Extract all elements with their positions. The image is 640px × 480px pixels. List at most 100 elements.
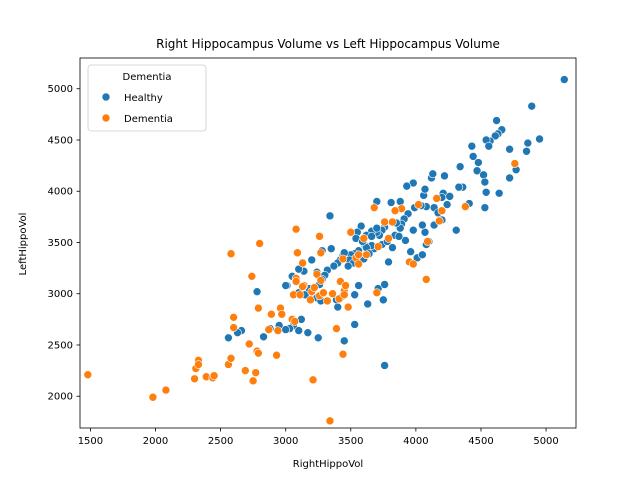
data-point-healthy <box>492 116 501 125</box>
data-point-healthy <box>505 144 514 154</box>
data-point-dementia <box>373 242 383 251</box>
data-point-dementia <box>267 309 276 319</box>
data-point-dementia <box>359 234 369 243</box>
data-point-dementia <box>408 259 418 269</box>
data-point-healthy <box>535 134 544 144</box>
data-point-dementia <box>148 392 158 402</box>
data-point-healthy <box>505 173 514 183</box>
data-point-healthy <box>313 333 323 343</box>
data-point-dementia <box>346 227 356 237</box>
data-point-dementia <box>315 232 324 241</box>
data-point-dementia <box>354 259 363 269</box>
data-point-dementia <box>290 317 300 326</box>
series-dementia <box>83 159 520 426</box>
data-point-dementia <box>461 202 470 211</box>
x-tick-label: 1500 <box>78 436 103 447</box>
data-point-dementia <box>241 366 250 375</box>
data-point-dementia <box>226 353 236 363</box>
data-point-dementia <box>312 269 322 279</box>
data-point-dementia <box>510 159 520 168</box>
data-point-healthy <box>527 101 537 111</box>
legend-title: Dementia <box>123 72 172 83</box>
x-tick-label: 3500 <box>338 436 363 447</box>
x-tick-label: 4500 <box>468 436 493 447</box>
data-point-dementia <box>226 249 236 259</box>
data-point-healthy <box>406 247 415 257</box>
data-point-healthy <box>442 200 452 209</box>
x-tick-label: 3000 <box>273 436 298 447</box>
data-point-healthy <box>479 170 488 180</box>
x-tick-label: 5000 <box>533 436 558 447</box>
data-point-healthy <box>418 250 427 260</box>
data-point-dementia <box>277 309 287 319</box>
data-point-healthy <box>472 166 482 176</box>
data-point-dementia <box>332 324 341 333</box>
data-point-healthy <box>224 333 233 343</box>
data-point-dementia <box>310 283 319 292</box>
data-point-healthy <box>294 264 304 274</box>
data-point-healthy <box>252 287 262 296</box>
data-point-dementia <box>341 281 350 290</box>
data-point-healthy <box>401 236 410 245</box>
data-point-dementia <box>437 206 447 216</box>
y-tick-label: 2000 <box>48 392 73 403</box>
data-point-healthy <box>343 261 353 271</box>
data-point-healthy <box>559 75 569 84</box>
y-tick-label: 2500 <box>48 340 73 351</box>
data-point-dementia <box>343 302 353 312</box>
data-point-healthy <box>467 141 477 151</box>
data-point-healthy <box>281 281 290 290</box>
y-axis-label: LeftHippoVol <box>18 213 29 276</box>
data-point-healthy <box>451 225 461 235</box>
x-tick-label: 2500 <box>208 436 233 447</box>
data-point-healthy <box>350 290 359 300</box>
data-point-dementia <box>306 295 315 305</box>
data-point-healthy <box>428 169 438 179</box>
data-point-dementia <box>380 217 389 227</box>
data-point-healthy <box>484 141 494 151</box>
data-point-healthy <box>326 244 336 253</box>
data-point-healthy <box>395 197 405 206</box>
x-axis-label: RightHippoVol <box>293 459 363 470</box>
legend-marker-healthy <box>101 92 111 102</box>
data-point-dementia <box>421 275 431 284</box>
data-point-dementia <box>161 385 171 395</box>
data-point-healthy <box>408 225 418 235</box>
data-point-dementia <box>273 326 283 335</box>
y-tick-label: 5000 <box>48 84 73 95</box>
data-point-dementia <box>423 237 432 246</box>
data-point-healthy <box>454 182 464 192</box>
data-point-healthy <box>522 146 531 156</box>
data-point-healthy <box>386 198 396 207</box>
data-point-healthy <box>339 336 349 346</box>
legend-label-dementia: Dementia <box>124 114 173 125</box>
data-point-dementia <box>338 349 348 359</box>
data-point-dementia <box>254 303 263 313</box>
axes-frame <box>79 57 577 429</box>
data-point-healthy <box>363 299 373 309</box>
data-point-healthy <box>307 255 317 265</box>
data-point-dementia <box>247 272 257 281</box>
data-point-healthy <box>384 257 393 267</box>
data-point-dementia <box>362 250 371 260</box>
chart-title: Right Hippocampus Volume vs Left Hippoca… <box>156 37 500 51</box>
data-point-healthy <box>440 171 449 181</box>
data-point-dementia <box>295 290 305 300</box>
data-point-dementia <box>251 368 261 377</box>
data-point-healthy <box>333 302 343 312</box>
data-point-healthy <box>394 232 404 241</box>
data-point-dementia <box>325 416 335 426</box>
data-point-dementia <box>323 296 332 306</box>
data-points <box>83 75 569 426</box>
data-point-dementia <box>338 254 348 264</box>
data-point-healthy <box>380 361 389 370</box>
y-tick-label: 4500 <box>48 135 73 146</box>
data-point-dementia <box>229 313 238 322</box>
data-point-dementia <box>435 216 444 226</box>
y-tick-label: 3000 <box>48 289 73 300</box>
data-point-healthy <box>379 295 388 305</box>
data-point-dementia <box>354 250 363 260</box>
data-point-healthy <box>420 184 430 194</box>
plot-area: 1500 2000 2500 3000 3500 4000 4500 5000 2000 2500… <box>48 57 577 447</box>
